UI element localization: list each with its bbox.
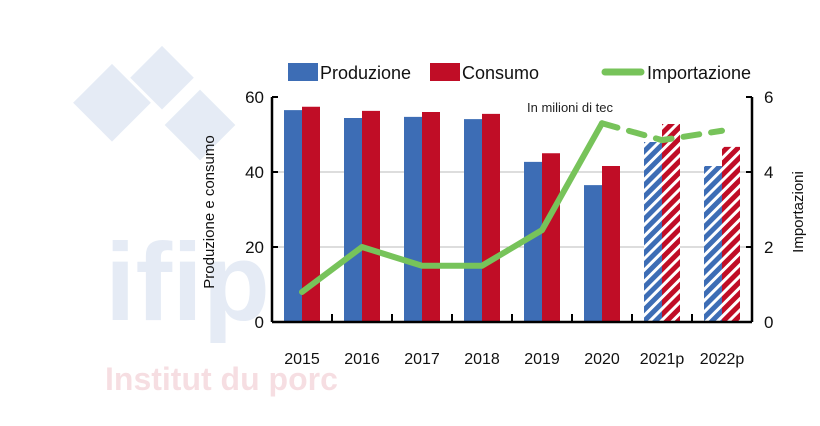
bar-produzione-2021p (644, 142, 662, 322)
bar-consumo-2018 (482, 114, 500, 322)
bar-produzione-2020 (584, 185, 602, 322)
y2-tick-label: 0 (764, 313, 773, 332)
bar-consumo-2017 (422, 112, 440, 322)
x-tick-label: 2022p (700, 351, 745, 368)
y2-tick-label: 2 (764, 238, 773, 257)
x-tick-label: 2019 (524, 351, 560, 368)
y-axis-label: Produzione e consumo (201, 135, 218, 288)
legend-label-consumo: Consumo (462, 63, 539, 83)
bar-consumo-2020 (602, 166, 620, 322)
y2-tick-label: 4 (764, 163, 773, 182)
y-tick-label: 40 (245, 163, 264, 182)
legend-label-importazione: Importazione (647, 63, 751, 83)
bar-consumo-2022p (722, 147, 740, 322)
bar-consumo-2016 (362, 111, 380, 322)
bar-produzione-2017 (404, 117, 422, 322)
bar-produzione-2022p (704, 166, 722, 322)
legend-swatch-consumo (430, 63, 460, 81)
bar-produzione-2015 (284, 110, 302, 322)
y2-tick-label: 6 (764, 88, 773, 107)
legend-swatch-produzione (288, 63, 318, 81)
x-tick-label: 2018 (464, 351, 500, 368)
y-tick-label: 0 (255, 313, 264, 332)
bar-consumo-2019 (542, 153, 560, 322)
legend: Produzione Consumo Importazione (288, 63, 751, 83)
y2-axis-label: Importazioni (790, 171, 807, 253)
legend-label-produzione: Produzione (320, 63, 411, 83)
y-tick-label: 20 (245, 238, 264, 257)
bar-produzione-2018 (464, 119, 482, 322)
x-tick-label: 2017 (404, 351, 440, 368)
x-tick-label: 2015 (284, 351, 320, 368)
x-tick-label: 2016 (344, 351, 380, 368)
y-tick-label: 60 (245, 88, 264, 107)
x-tick-label: 2021p (640, 351, 685, 368)
bar-produzione-2016 (344, 118, 362, 322)
x-tick-label: 2020 (584, 351, 620, 368)
bar-consumo-2021p (662, 124, 680, 322)
chart-note: In milioni di tec (527, 100, 613, 115)
